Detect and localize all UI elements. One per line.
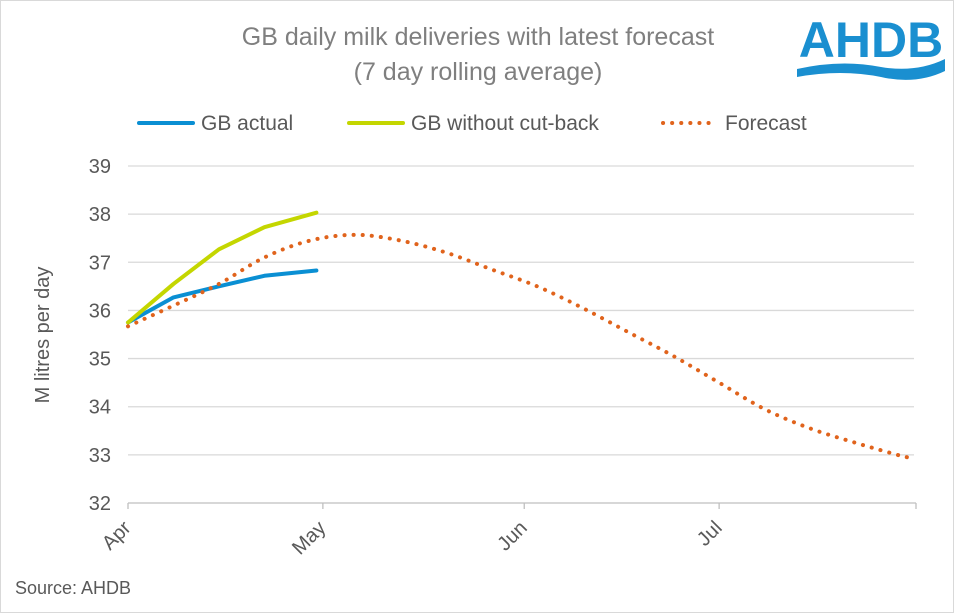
chart-subtitle: (7 day rolling average) (354, 58, 603, 86)
logo-text: AHDB (799, 12, 943, 68)
legend-label: GB actual (201, 112, 293, 135)
legend: GB actual GB without cut-back Forecast (137, 112, 807, 135)
x-tick-label: Apr (98, 517, 136, 555)
logo-wave-icon (797, 59, 945, 80)
chart-title: GB daily milk deliveries with latest for… (242, 23, 714, 51)
y-tick-label: 34 (89, 397, 111, 419)
ahdb-logo: AHDB (797, 12, 945, 80)
y-tick-label: 39 (89, 156, 111, 178)
source-note: Source: AHDB (15, 578, 131, 598)
y-tick-label: 38 (89, 204, 111, 226)
y-tick-label: 36 (89, 300, 111, 322)
legend-label: Forecast (725, 112, 807, 135)
y-tick-label: 33 (89, 445, 111, 467)
gridlines (128, 165, 916, 504)
x-tick-label: Jun (493, 517, 531, 555)
x-tick-label: Jul (693, 517, 727, 551)
series-line-gb-without-cut-back (126, 210, 319, 325)
y-axis-ticks: 32 33 34 35 36 37 38 39 (89, 156, 111, 515)
legend-label: GB without cut-back (411, 112, 599, 135)
y-axis-label: M litres per day (32, 267, 54, 404)
series-line-gb-actual (126, 268, 319, 325)
y-tick-label: 37 (89, 252, 111, 274)
y-tick-label: 35 (89, 349, 111, 371)
x-axis-ticks: Apr May Jun Jul (98, 503, 917, 559)
series-lines (126, 210, 916, 461)
y-tick-label: 32 (89, 493, 111, 515)
x-tick-label: May (288, 517, 330, 559)
series-line-forecast (126, 232, 916, 461)
